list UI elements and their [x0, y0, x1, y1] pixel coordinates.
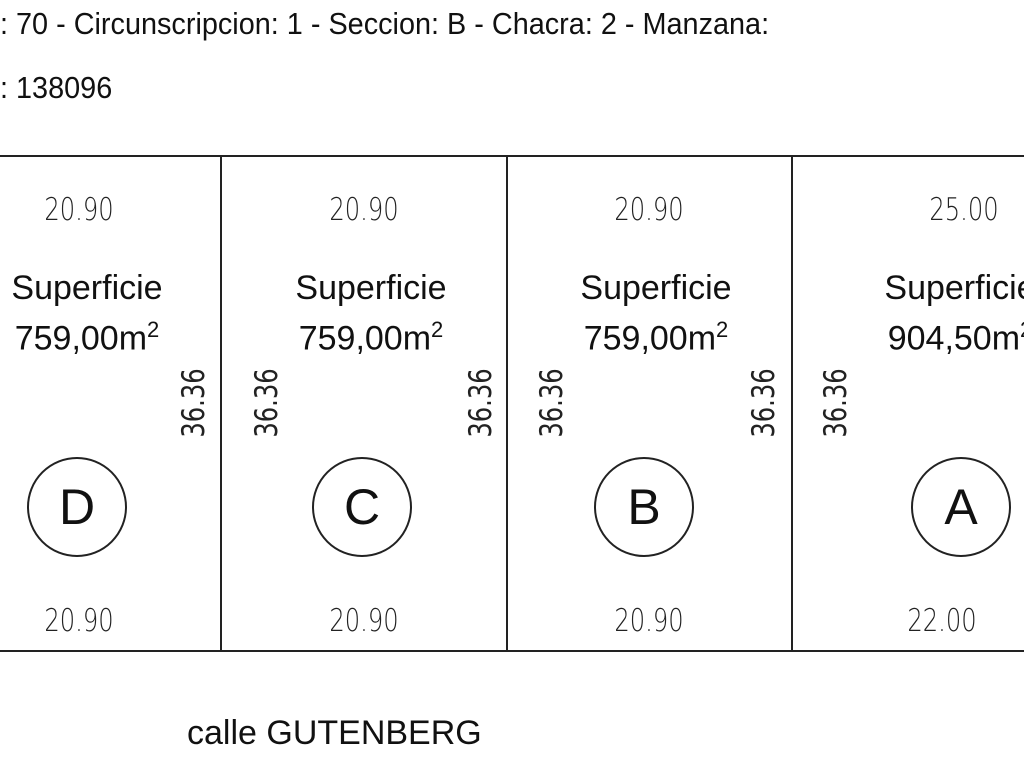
- lot-d-right-dimension: 36.36: [176, 368, 212, 438]
- block-top-boundary: [0, 155, 1024, 157]
- street-name: calle GUTENBERG: [187, 714, 482, 752]
- lot-a-front-dimension: 22.00: [907, 603, 977, 639]
- lot-boundary-d-c: [220, 155, 222, 652]
- area-value: 904,50m: [887, 319, 1021, 358]
- area-label: Superficie: [884, 269, 1024, 307]
- area-unit-exponent: 2: [716, 317, 729, 342]
- lot-b-left-dimension: 36.36: [534, 368, 570, 438]
- lot-d-letter-circle: D: [27, 457, 127, 557]
- lot-c-right-dimension: 36.36: [463, 368, 499, 438]
- block-street-boundary: [0, 650, 1024, 652]
- lot-b-back-dimension: 20.90: [614, 192, 684, 228]
- lot-d-back-dimension: 20.90: [44, 192, 114, 228]
- lot-b-right-dimension: 36.36: [746, 368, 782, 438]
- lot-c-back-dimension: 20.90: [329, 192, 399, 228]
- lot-d-front-dimension: 20.90: [44, 603, 114, 639]
- lot-a-back-dimension: 25.00: [929, 192, 999, 228]
- lot-a-letter-circle: A: [911, 457, 1011, 557]
- lot-b-letter-circle: B: [594, 457, 694, 557]
- area-label: Superficie: [295, 269, 447, 307]
- area-value: 759,00m: [14, 319, 148, 358]
- lot-a-left-dimension: 36.36: [818, 368, 854, 438]
- lot-b-front-dimension: 20.90: [614, 603, 684, 639]
- area-value: 759,00m: [583, 319, 717, 358]
- lot-d-area: Superficie 759,00m2: [11, 267, 162, 359]
- lot-c-area: Superficie 759,00m2: [295, 267, 446, 359]
- lot-c-front-dimension: 20.90: [329, 603, 399, 639]
- lot-boundary-c-b: [506, 155, 508, 652]
- lot-c-left-dimension: 36.36: [249, 368, 285, 438]
- area-label: Superficie: [580, 269, 732, 307]
- cadastral-header-line2: : 138096: [0, 70, 113, 105]
- lot-b-area: Superficie 759,00m2: [580, 267, 731, 359]
- lot-a-area: Superficie 904,50m2: [884, 267, 1024, 359]
- area-unit-exponent: 2: [147, 317, 160, 342]
- area-unit-exponent: 2: [1020, 317, 1024, 342]
- lot-boundary-b-a: [791, 155, 793, 652]
- area-unit-exponent: 2: [431, 317, 444, 342]
- area-value: 759,00m: [298, 319, 432, 358]
- cadastral-header-line1: : 70 - Circunscripcion: 1 - Seccion: B -…: [0, 6, 770, 41]
- area-label: Superficie: [11, 269, 163, 307]
- lot-c-letter-circle: C: [312, 457, 412, 557]
